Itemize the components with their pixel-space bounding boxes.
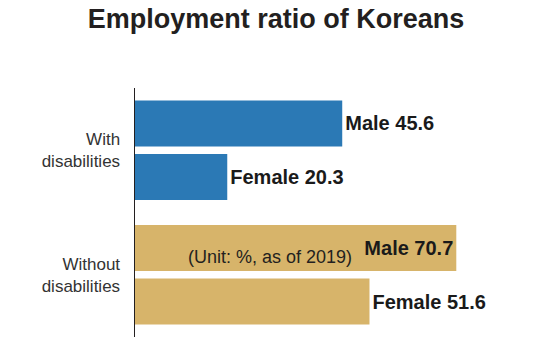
svg-text:Withoutdisabilities: Withoutdisabilities xyxy=(42,255,121,296)
svg-text:Female 20.3: Female 20.3 xyxy=(230,166,343,188)
svg-text:Female 51.6: Female 51.6 xyxy=(372,291,485,313)
svg-text:Employment ratio of Koreans: Employment ratio of Koreans xyxy=(88,4,465,34)
svg-text:Male 70.7: Male 70.7 xyxy=(364,237,453,259)
svg-text:Male 45.6: Male 45.6 xyxy=(345,112,434,134)
svg-text:Withdisabilities: Withdisabilities xyxy=(42,130,120,171)
svg-text:(Unit: %, as of 2019): (Unit: %, as of 2019) xyxy=(188,247,352,267)
